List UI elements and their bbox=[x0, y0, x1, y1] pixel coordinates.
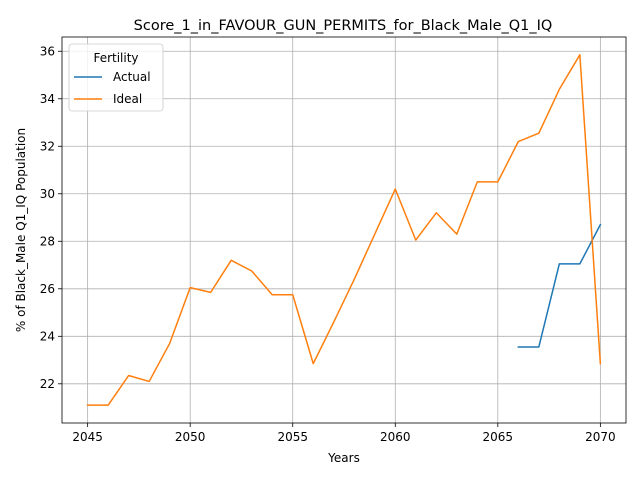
grid bbox=[62, 37, 626, 423]
y-axis-label: % of Black_Male Q1_IQ Population bbox=[14, 128, 28, 332]
legend-label-actual: Actual bbox=[113, 70, 151, 84]
x-tick-label: 2055 bbox=[277, 430, 308, 444]
legend-label-ideal: Ideal bbox=[113, 92, 142, 106]
x-axis-label: Years bbox=[327, 451, 360, 465]
y-tick-label: 36 bbox=[40, 44, 55, 58]
chart-title: Score_1_in_FAVOUR_GUN_PERMITS_for_Black_… bbox=[134, 18, 553, 34]
series-layer bbox=[86, 54, 602, 406]
y-tick-label: 22 bbox=[40, 377, 55, 391]
x-tick-label: 2045 bbox=[72, 430, 103, 444]
series-line-actual bbox=[517, 223, 602, 348]
x-tick-label: 2065 bbox=[483, 430, 514, 444]
legend: Fertility Actual Ideal bbox=[68, 43, 164, 112]
x-tick-label: 2060 bbox=[380, 430, 411, 444]
y-tick-label: 34 bbox=[40, 92, 55, 106]
y-tick-label: 24 bbox=[40, 329, 55, 343]
legend-box bbox=[68, 43, 164, 112]
y-axis: 22 24 26 28 30 32 34 36 bbox=[40, 44, 62, 391]
y-tick-label: 32 bbox=[40, 139, 55, 153]
y-tick-label: 28 bbox=[40, 234, 55, 248]
y-tick-label: 30 bbox=[40, 187, 55, 201]
legend-title: Fertility bbox=[93, 51, 138, 65]
x-tick-label: 2070 bbox=[585, 430, 616, 444]
y-tick-label: 26 bbox=[40, 282, 55, 296]
plot-frame bbox=[61, 36, 627, 424]
series-line-ideal bbox=[86, 54, 602, 406]
x-tick-label: 2050 bbox=[175, 430, 206, 444]
x-axis: 2045 2050 2055 2060 2065 2070 bbox=[72, 423, 616, 444]
